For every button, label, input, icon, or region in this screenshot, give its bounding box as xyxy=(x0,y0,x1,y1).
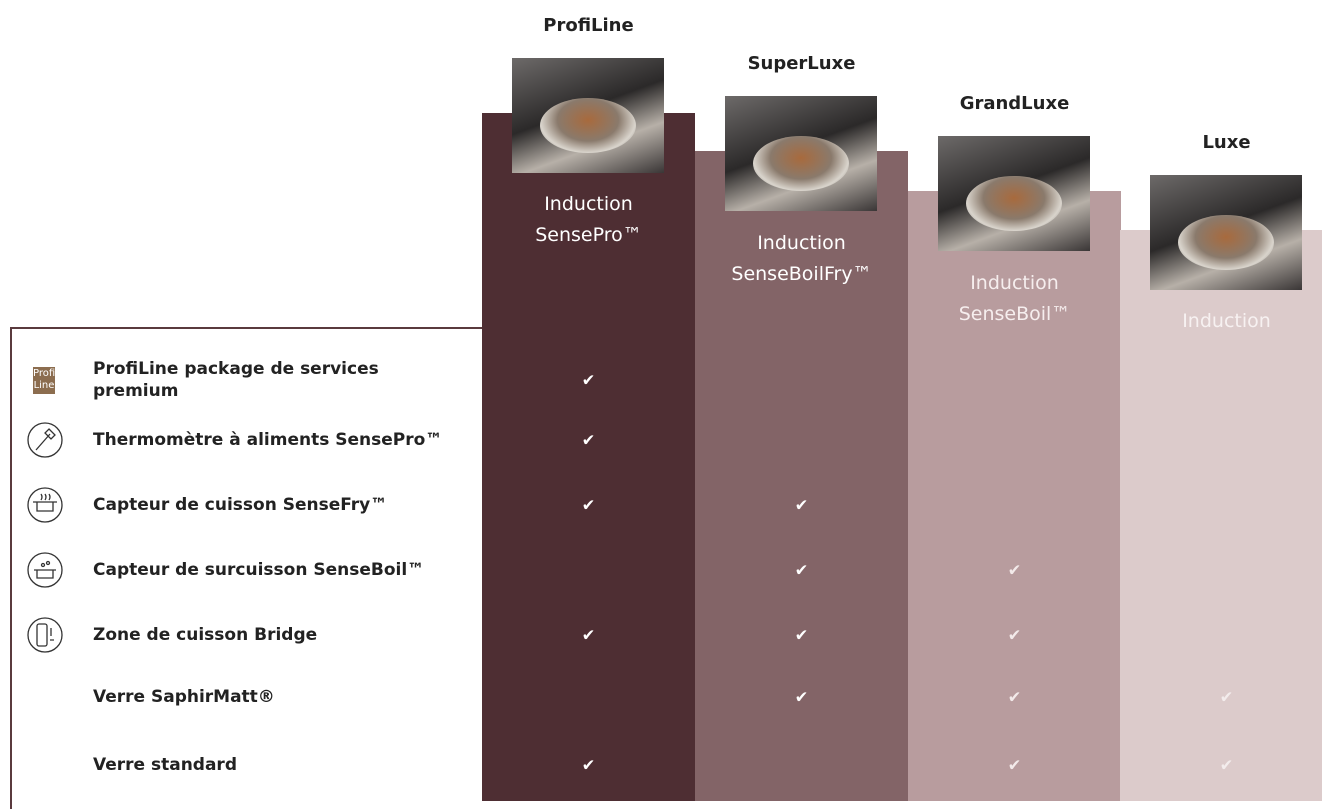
check-mark: ✔ xyxy=(581,495,596,515)
pan xyxy=(966,176,1062,231)
badge-text: Line xyxy=(33,380,55,391)
pan xyxy=(1178,215,1274,270)
column-background xyxy=(695,151,908,801)
feature-label: Capteur de surcuisson SenseBoil™ xyxy=(93,560,425,580)
column-name: SuperLuxe xyxy=(747,53,856,74)
column-subtitle: Induction xyxy=(757,232,846,254)
feature-box xyxy=(10,327,484,809)
check-mark: ✔ xyxy=(581,755,596,775)
column-background xyxy=(1120,230,1322,801)
column-subtitle: Induction xyxy=(970,272,1059,294)
column-subtitle: SenseBoil™ xyxy=(958,303,1071,325)
column-name: Luxe xyxy=(1202,132,1251,153)
feature-icons xyxy=(27,422,63,653)
column-name: ProfiLine xyxy=(543,15,634,36)
check-mark: ✔ xyxy=(794,625,809,645)
column-subtitle: Induction xyxy=(1182,310,1271,332)
pan xyxy=(753,136,849,191)
check-mark: ✔ xyxy=(794,495,809,515)
product-image xyxy=(938,136,1090,251)
check-mark: ✔ xyxy=(1219,755,1234,775)
column-subtitle: SensePro™ xyxy=(535,224,642,246)
check-mark: ✔ xyxy=(581,625,596,645)
check-mark: ✔ xyxy=(1007,625,1022,645)
check-mark: ✔ xyxy=(1219,687,1234,707)
check-mark: ✔ xyxy=(1007,687,1022,707)
feature-label: Verre SaphirMatt® xyxy=(93,687,275,707)
column-subtitle: Induction xyxy=(544,193,633,215)
check-mark: ✔ xyxy=(1007,560,1022,580)
product-image xyxy=(725,96,877,211)
column-name: GrandLuxe xyxy=(959,93,1070,114)
product-image xyxy=(1150,175,1302,290)
feature-label: Verre standard xyxy=(93,755,237,775)
column-background xyxy=(482,113,695,801)
feature-label: Thermomètre à aliments SensePro™ xyxy=(93,430,443,450)
badge-text: Profi xyxy=(33,368,56,379)
feature-label: Zone de cuisson Bridge xyxy=(93,625,318,645)
check-mark: ✔ xyxy=(1007,755,1022,775)
pan xyxy=(540,98,636,153)
feature-label: ProfiLine package de services premium xyxy=(93,359,379,401)
check-mark: ✔ xyxy=(581,370,596,390)
check-mark: ✔ xyxy=(794,560,809,580)
feature-label: Capteur de cuisson SenseFry™ xyxy=(93,495,388,515)
check-mark: ✔ xyxy=(794,687,809,707)
column-subtitle: SenseBoilFry™ xyxy=(731,263,872,285)
product-image xyxy=(512,58,664,173)
check-mark: ✔ xyxy=(581,430,596,450)
column-background xyxy=(908,191,1121,801)
badge: Profi Line xyxy=(33,367,55,394)
